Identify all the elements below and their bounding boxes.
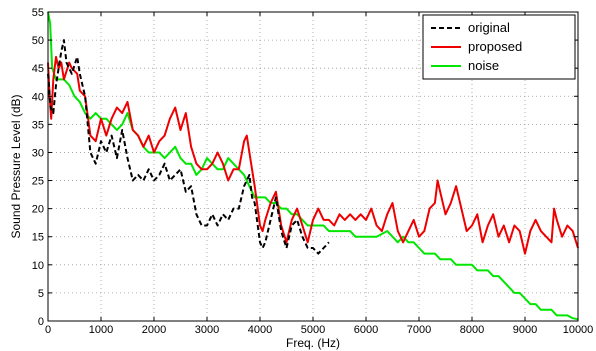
- x-tick-label: 2000: [142, 324, 166, 336]
- legend-label-noise: noise: [468, 58, 499, 73]
- y-tick-label: 20: [32, 204, 44, 216]
- y-tick-label: 30: [32, 147, 44, 159]
- y-tick-label: 55: [32, 7, 44, 19]
- x-tick-label: 7000: [407, 324, 431, 336]
- y-tick-label: 0: [38, 316, 44, 328]
- y-tick-label: 10: [32, 260, 44, 272]
- series-line-original: [47, 39, 330, 255]
- x-tick-label: 9000: [513, 324, 537, 336]
- x-tick-label: 6000: [354, 324, 378, 336]
- y-tick-label: 40: [32, 91, 44, 103]
- x-axis-label: Freq. (Hz): [286, 336, 340, 350]
- series-line-proposed: [47, 55, 579, 255]
- legend-label-original: original: [468, 20, 510, 35]
- series-line-noise: [47, 11, 579, 321]
- axis-ticks: 0 1000 2000 3000 4000 5000 6000 7000 8000 9000 100…: [32, 7, 594, 336]
- x-tick-label: 0: [45, 324, 51, 336]
- x-tick-label: 1000: [89, 324, 113, 336]
- y-tick-label: 45: [32, 63, 44, 75]
- legend-label-proposed: proposed: [468, 39, 522, 54]
- y-tick-label: 35: [32, 119, 44, 131]
- y-tick-label: 50: [32, 35, 44, 47]
- y-axis-label: Sound Pressure Level (dB): [9, 94, 23, 238]
- y-tick-label: 25: [32, 176, 44, 188]
- grid: [48, 12, 578, 321]
- x-tick-label: 8000: [460, 324, 484, 336]
- x-tick-label: 5000: [301, 324, 325, 336]
- legend: original proposed noise: [422, 14, 576, 80]
- series-layer: [47, 11, 579, 321]
- y-tick-label: 15: [32, 232, 44, 244]
- x-tick-label: 4000: [248, 324, 272, 336]
- y-tick-label: 5: [38, 288, 44, 300]
- x-tick-label: 10000: [563, 324, 594, 336]
- x-tick-label: 3000: [195, 324, 219, 336]
